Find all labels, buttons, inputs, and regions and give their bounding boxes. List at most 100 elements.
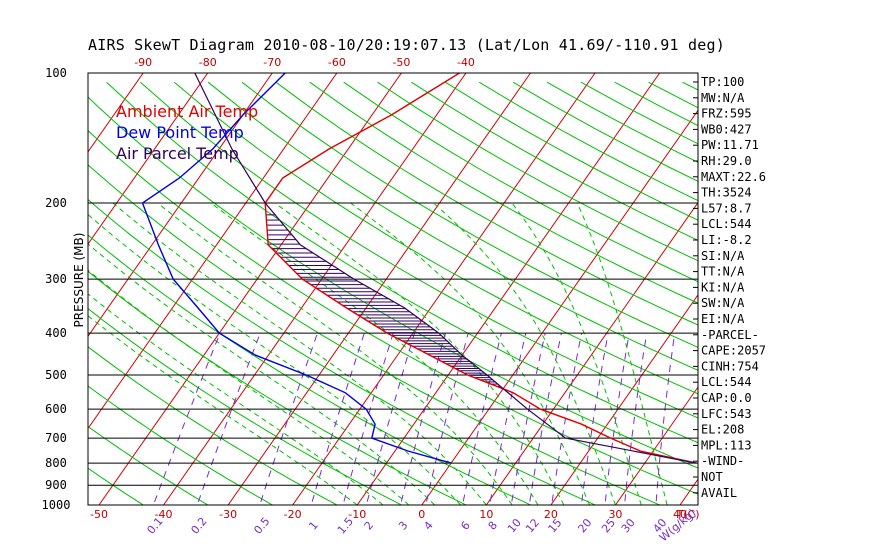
mixing-ratio-line [196,332,261,505]
pressure-tick-label: 800 [45,456,67,470]
temp-tick-label: 10 [479,508,493,521]
dry-adiabat-line [377,81,698,262]
temp-tick-label: -10 [348,508,366,521]
moist-adiabat-line [88,315,358,505]
pressure-tick-label: 500 [45,368,67,382]
moist-adiabat-line [88,243,436,505]
temp-tick-label: -30 [219,508,237,521]
mixing-ratio-tick-label: 1 [306,519,320,533]
moist-adiabat-line [511,202,642,505]
mixing-ratio-tick-label: 0.2 [188,515,209,537]
dry-adiabat-line [852,82,870,514]
mixing-ratio-tick-label: 2 [362,519,376,533]
pressure-tick-label: 700 [45,431,67,445]
mixing-ratio-line [604,333,630,505]
y-axis-label: PRESSURE (MB) [72,233,86,328]
dry-adiabat-line [309,81,698,304]
moist-adiabat-line [88,213,461,505]
dry-adiabat-line [784,82,870,514]
dry-adiabat-line [88,307,403,505]
top-temp-tick-label: -40 [457,56,475,69]
temp-tick-label: -20 [284,508,302,521]
isotherm-line [163,73,467,505]
legend-entry: Dew Point Temp [116,123,244,142]
moist-adiabat-line [274,202,565,505]
mixing-ratio-line [259,332,318,505]
pressure-tick-label: 200 [45,196,67,210]
plot-border [87,72,699,506]
temp-tick-label: 40 [673,508,687,521]
index-label: MAXT:22.6 [701,170,766,184]
mixing-ratio-line [528,332,562,505]
index-label: CAP:0.0 [701,391,752,405]
mixing-ratio-tick-label: 12 [523,516,542,535]
isotherm-line [485,201,698,505]
top-temp-tick-label: -90 [134,56,152,69]
legend-entry: Air Parcel Temp [116,144,239,163]
isotherm-line [88,73,273,338]
dry-adiabat-line [88,346,338,505]
mixing-ratio-line [400,332,446,505]
temp-tick-label: -40 [155,508,173,521]
isotherm-line [88,73,144,153]
temp-tick-label: 0 [418,508,425,521]
moist-adiabat-line [88,269,410,505]
dry-adiabat-line [88,467,145,505]
dry-adiabat-line [173,81,698,395]
mixing-ratio-line [510,332,546,505]
mixing-ratio-line [152,332,221,505]
dry-adiabat-line [88,425,209,505]
mixing-ratio-line [489,332,527,505]
top-temp-tick-label: -50 [392,56,410,69]
index-label: -PARCEL- [701,328,759,342]
pressure-tick-label: 100 [45,66,67,80]
temp-axis-label: T(C) [676,508,700,521]
dry-adiabat-line [648,81,698,109]
isotherm-line [356,73,661,505]
index-label: MPL:113 [701,438,752,452]
dry-adiabat-line [207,81,698,371]
dry-adiabat-line [445,81,698,221]
index-label: TP:100 [701,75,744,89]
pressure-tick-label: 400 [45,326,67,340]
pressure-tick-label: 1000 [42,498,71,512]
isotherm-line [227,73,531,505]
dewpoint-line [141,73,452,464]
isotherm-line [421,109,698,505]
index-label: WB0:427 [701,122,752,136]
pressure-tick-label: 600 [45,402,67,416]
index-label: L57:8.7 [701,201,752,215]
index-label: MW:N/A [701,91,745,105]
index-label: EI:N/A [701,312,745,326]
dry-adiabat-line [750,82,870,514]
mixing-ratio-line [623,333,648,505]
mixing-ratio-tick-label: 0.5 [251,515,272,537]
mixing-ratio-line [551,333,583,505]
dry-adiabat-line [88,164,662,505]
dry-adiabat-line [818,82,870,514]
index-label: TT:N/A [701,265,745,279]
chart-title: AIRS SkewT Diagram 2010-08-10/20:19:07.1… [88,36,725,54]
moist-adiabat-line [350,202,591,505]
mixing-ratio-line [461,332,502,505]
index-label: RH:29.0 [701,154,752,168]
index-label: AVAIL [701,486,737,500]
dry-adiabat-line [140,81,698,419]
temp-tick-label: 30 [608,508,622,521]
index-label: CAPE:2057 [701,344,766,358]
mixing-ratio-line [365,332,415,505]
index-label: PW:11.71 [701,138,759,152]
dry-adiabat-line [478,81,698,202]
pressure-tick-label: 900 [45,478,67,492]
index-label: SI:N/A [701,249,745,263]
mixing-ratio-tick-label: 20 [575,516,594,535]
dry-adiabat-line [241,81,698,348]
dry-adiabat-line [88,234,532,505]
dry-adiabat-line [275,81,698,326]
index-label: LI:-8.2 [701,233,752,247]
mixing-ratio-tick-label: 10 [505,516,524,535]
index-label: KI:N/A [701,280,745,294]
dry-adiabat-line [88,129,698,495]
mixing-ratio-tick-label: 6 [458,519,472,533]
